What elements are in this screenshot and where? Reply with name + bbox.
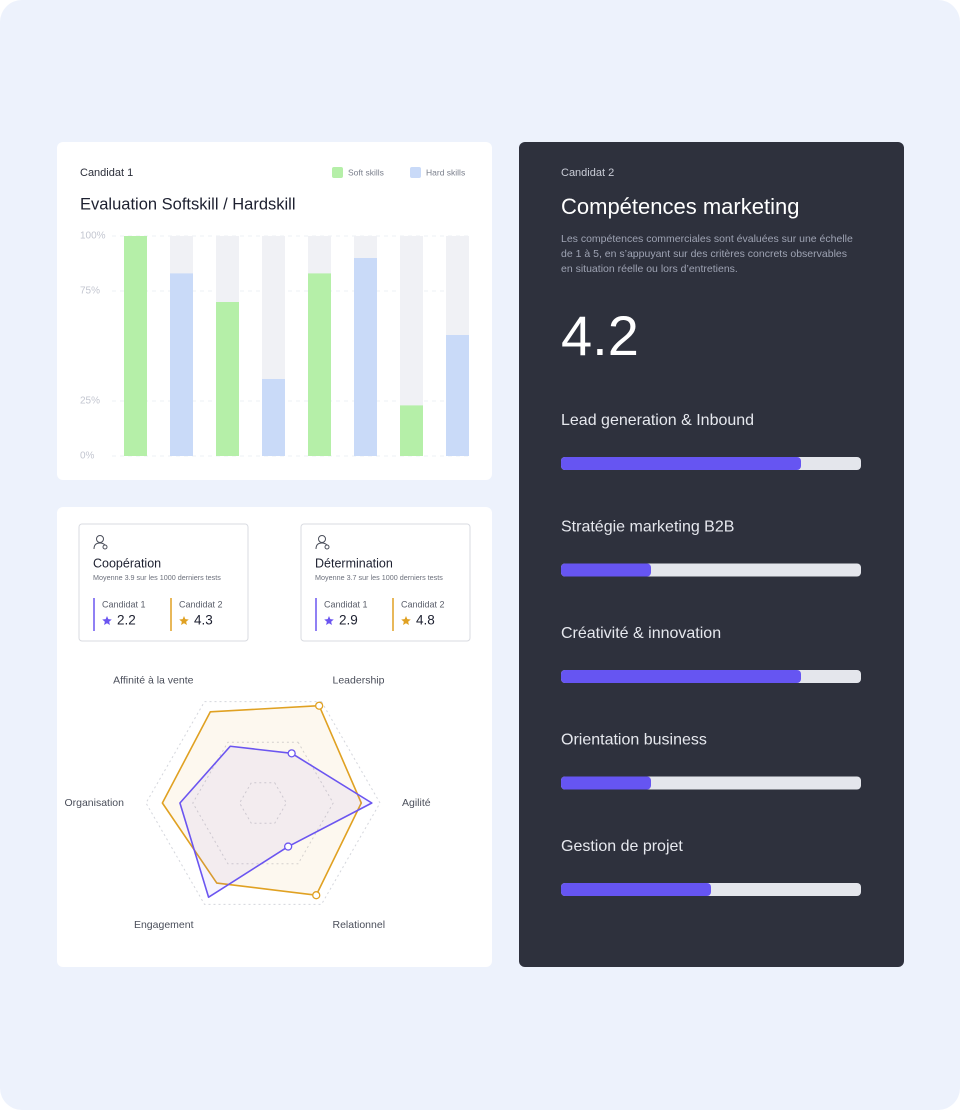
- description-box: Les compétences commerciales sont évalué…: [561, 233, 853, 275]
- score-value: 2.9: [339, 613, 358, 628]
- user-icon-body: [315, 542, 328, 550]
- criteria-card: [78, 523, 249, 642]
- progress-fill: [561, 776, 651, 790]
- axis-label: Leadership: [333, 674, 385, 686]
- legend-label: Soft skills: [348, 167, 384, 177]
- y-tick-label: 100%: [80, 231, 106, 242]
- bar: [308, 273, 331, 456]
- bar-track: [400, 236, 423, 456]
- criteria-title: Coopération: [93, 556, 161, 570]
- bar: [262, 379, 285, 456]
- radar-series: [179, 745, 373, 899]
- chart-title: Evaluation Softskill / Hardskill: [80, 195, 296, 213]
- description: Les compétences commerciales sont évalué…: [561, 233, 853, 275]
- axis-label: Organisation: [64, 797, 124, 809]
- bar: [170, 273, 193, 456]
- score: 4.2: [561, 304, 639, 367]
- legend-swatch: [332, 167, 343, 178]
- criteria-subtitle: Moyenne 3.7 sur les 1000 derniers tests: [315, 573, 443, 582]
- star-icon: [179, 616, 189, 626]
- radar-point: [284, 842, 293, 851]
- card-candidate-2: [519, 142, 904, 967]
- axis-label: Relationnel: [333, 919, 386, 931]
- legend-label: Hard skills: [426, 167, 465, 177]
- legend-swatch: [410, 167, 421, 178]
- progress-fill: [561, 457, 801, 470]
- star-icon: [401, 616, 411, 626]
- progress-label: Stratégie marketing B2B: [561, 519, 734, 536]
- card-label: Candidat 2: [561, 167, 614, 179]
- bar: [446, 335, 469, 456]
- radar-point: [315, 701, 324, 710]
- progress-fill: [561, 883, 711, 896]
- progress-fill: [561, 670, 801, 683]
- axis-label: Affinité à la vente: [113, 674, 194, 686]
- score-value: 4.3: [194, 613, 213, 628]
- radar-point: [312, 891, 321, 900]
- bar: [216, 302, 239, 456]
- axis-label: Agilité: [402, 797, 431, 809]
- panel-title: Compétences marketing: [561, 194, 799, 219]
- bar: [124, 236, 147, 456]
- score-value: 2.2: [117, 613, 136, 628]
- radar-ring: [192, 741, 334, 865]
- score-value: 4.8: [416, 613, 435, 628]
- radar-series: [161, 704, 363, 897]
- bar: [400, 405, 423, 456]
- y-tick-label: 0%: [80, 451, 95, 462]
- star-icon: [102, 616, 112, 626]
- y-tick-label: 75%: [80, 286, 100, 297]
- axis-label: Engagement: [134, 919, 194, 931]
- radar-point: [287, 749, 296, 758]
- progress-label: Orientation business: [561, 732, 707, 749]
- card-label: Candidat 1: [80, 167, 133, 179]
- score-label: Candidat 2: [179, 599, 223, 609]
- score-label: Candidat 1: [324, 599, 368, 609]
- criteria-title: Détermination: [315, 556, 393, 570]
- user-icon-search: [324, 544, 330, 550]
- progress-label: Lead generation & Inbound: [561, 412, 754, 429]
- progress-label: Gestion de projet: [561, 838, 683, 855]
- score-label: Candidat 1: [102, 599, 146, 609]
- user-icon-search: [102, 544, 108, 550]
- radar-ring: [145, 701, 381, 905]
- bar: [354, 258, 377, 456]
- user-icon-body: [93, 542, 106, 550]
- score-label: Candidat 2: [401, 599, 445, 609]
- criteria-card: [300, 523, 471, 642]
- progress-fill: [561, 563, 651, 577]
- y-tick-label: 25%: [80, 396, 100, 407]
- radar-ring: [239, 782, 287, 824]
- progress-label: Créativité & innovation: [561, 625, 721, 642]
- criteria-subtitle: Moyenne 3.9 sur les 1000 derniers tests: [93, 573, 221, 582]
- star-icon: [324, 616, 334, 626]
